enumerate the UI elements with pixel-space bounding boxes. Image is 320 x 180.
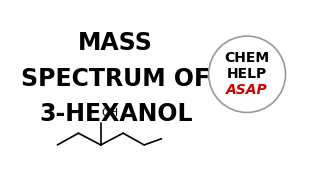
Text: HELP: HELP — [227, 67, 267, 81]
Text: MASS: MASS — [78, 31, 153, 55]
Text: 3-HEXANOL: 3-HEXANOL — [39, 102, 192, 126]
Text: ASAP: ASAP — [226, 83, 268, 97]
Text: SPECTRUM OF: SPECTRUM OF — [21, 67, 210, 91]
Text: OH: OH — [101, 108, 119, 118]
Text: CHEM: CHEM — [225, 51, 270, 65]
